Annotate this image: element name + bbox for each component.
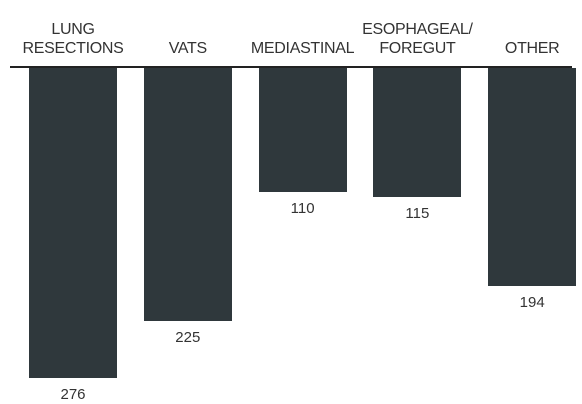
category-label: ESOPHAGEAL/ FOREGUT [362,21,473,57]
category-label: VATS [168,40,208,57]
category-label: MEDIASTINAL [250,40,355,57]
value-label: 225 [175,328,201,346]
bar [488,68,577,286]
category-label: OTHER [504,40,560,57]
bar [29,68,117,378]
baseline [10,66,572,68]
bar [373,68,462,198]
value-label: 194 [519,293,545,311]
value-label: 110 [290,199,315,217]
category-label: LUNG RESECTIONS [22,21,124,57]
value-label: 276 [60,386,86,403]
bar [143,68,232,321]
bar [258,68,347,192]
value-label: 115 [405,205,430,223]
